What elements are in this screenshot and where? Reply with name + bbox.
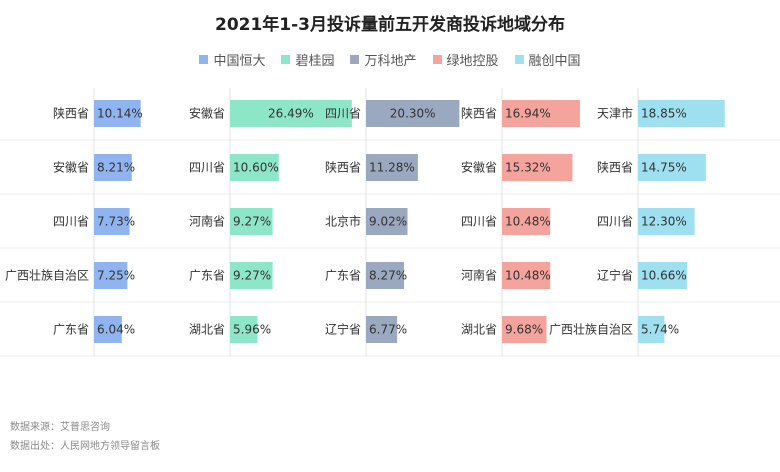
category-label-5-3: 四川省 [597, 215, 633, 229]
bar-5-4 [638, 262, 688, 289]
legend-item-4: 绿地控股 [432, 50, 499, 69]
value-label-2-1: 26.49% [268, 107, 314, 121]
value-label-1-3: 7.73% [97, 215, 135, 229]
value-label-2-4: 9.27% [233, 269, 271, 283]
value-label-3-3: 9.02% [369, 215, 407, 229]
category-label-5-2: 陕西省 [597, 160, 633, 175]
bar-2-4 [230, 262, 273, 289]
value-label-1-1: 10.14% [97, 107, 143, 121]
bar-3-5 [366, 316, 398, 343]
value-label-1-4: 7.25% [97, 269, 135, 283]
chart-title: 2021年1-3月投诉量前五开发商投诉地域分布 [214, 15, 566, 35]
value-label-5-2: 14.75% [641, 161, 687, 175]
bar-3-2 [366, 154, 418, 181]
category-label-3-5: 辽宁省 [325, 322, 361, 337]
value-label-4-3: 10.48% [505, 215, 551, 229]
category-label-5-1: 天津市 [597, 106, 633, 121]
legend-swatch-2 [281, 55, 291, 64]
bar-5-3 [638, 208, 695, 235]
value-label-5-4: 10.66% [641, 269, 687, 283]
category-label-3-4: 广东省 [325, 269, 361, 283]
legend-label-3: 万科地产 [364, 54, 417, 69]
bar-5-1 [638, 100, 725, 127]
bar-4-3 [502, 208, 551, 235]
category-label-1-2: 安徽省 [53, 160, 89, 175]
category-label-1-3: 四川省 [53, 215, 89, 229]
category-label-2-2: 四川省 [189, 161, 225, 175]
legend-swatch-3 [350, 55, 360, 64]
value-label-1-5: 6.04% [97, 323, 135, 337]
legend-item-2: 碧桂园 [281, 50, 334, 69]
bar-4-5 [502, 316, 547, 343]
bar-2-5 [230, 316, 258, 343]
category-label-1-4: 广西壮族自治区 [5, 269, 89, 283]
category-label-3-2: 陕西省 [325, 160, 361, 175]
legend-label-2: 碧桂园 [295, 54, 335, 69]
value-label-4-1: 16.94% [505, 107, 551, 121]
bar-4-4 [502, 262, 551, 289]
bar-3-3 [366, 208, 408, 235]
bar-2-3 [230, 208, 273, 235]
value-label-4-4: 10.48% [505, 269, 551, 283]
value-label-4-5: 9.68% [505, 323, 543, 337]
bar-1-3 [94, 208, 130, 235]
bar-1-4 [94, 262, 128, 289]
category-label-1-1: 陕西省 [53, 106, 89, 121]
legend-item-3: 万科地产 [350, 50, 417, 69]
category-label-2-4: 广东省 [189, 269, 225, 283]
category-label-4-3: 四川省 [461, 215, 497, 229]
legend-item-1: 中国恒大 [199, 50, 265, 69]
bar-4-1 [502, 100, 580, 127]
bar-3-1 [366, 100, 460, 127]
category-label-4-1: 陕西省 [461, 106, 497, 121]
legend: 中国恒大 碧桂园 万科地产 绿地控股 融创中国 [0, 50, 780, 69]
category-label-4-4: 河南省 [461, 268, 497, 283]
bar-1-5 [94, 316, 122, 343]
bar-5-5 [638, 316, 665, 343]
value-label-2-2: 10.60% [233, 161, 279, 175]
value-label-4-2: 15.32% [505, 161, 551, 175]
legend-label-5: 融创中国 [528, 54, 581, 69]
value-label-5-3: 12.30% [641, 215, 687, 229]
category-label-2-5: 湖北省 [189, 322, 225, 337]
category-label-2-1: 安徽省 [189, 106, 225, 121]
legend-item-5: 融创中国 [514, 50, 581, 69]
bar-2-1 [230, 100, 352, 127]
category-label-1-5: 广东省 [53, 323, 89, 337]
legend-swatch-4 [432, 55, 442, 64]
category-label-3-1: 四川省 [325, 107, 361, 121]
category-label-4-5: 湖北省 [461, 322, 497, 337]
legend-swatch-1 [199, 55, 209, 64]
bar-5-2 [638, 154, 706, 181]
value-label-5-1: 18.85% [641, 107, 687, 121]
data-origin: 数据出处：人民网地方领导留言板 [10, 441, 160, 452]
legend-label-1: 中国恒大 [213, 54, 266, 69]
bar-1-1 [94, 100, 141, 127]
value-label-3-5: 6.77% [369, 323, 407, 337]
bar-3-4 [366, 262, 405, 289]
bar-2-2 [230, 154, 279, 181]
legend-swatch-5 [514, 55, 524, 64]
category-label-5-4: 辽宁省 [597, 268, 633, 283]
bar-4-2 [502, 154, 573, 181]
data-source: 数据来源：艾普思咨询 [10, 422, 110, 433]
category-label-4-2: 安徽省 [461, 160, 497, 175]
legend-label-4: 绿地控股 [446, 54, 499, 69]
bar-1-2 [94, 154, 132, 181]
value-label-3-2: 11.28% [369, 161, 415, 175]
category-label-3-3: 北京市 [325, 214, 361, 229]
value-label-3-1: 20.30% [390, 107, 436, 121]
category-label-2-3: 河南省 [189, 214, 225, 229]
category-label-5-5: 广西壮族自治区 [549, 323, 633, 337]
value-label-3-4: 8.27% [369, 269, 407, 283]
value-label-1-2: 8.21% [97, 161, 135, 175]
value-label-2-5: 5.96% [233, 323, 271, 337]
value-label-5-5: 5.74% [641, 323, 679, 337]
value-label-2-3: 9.27% [233, 215, 271, 229]
